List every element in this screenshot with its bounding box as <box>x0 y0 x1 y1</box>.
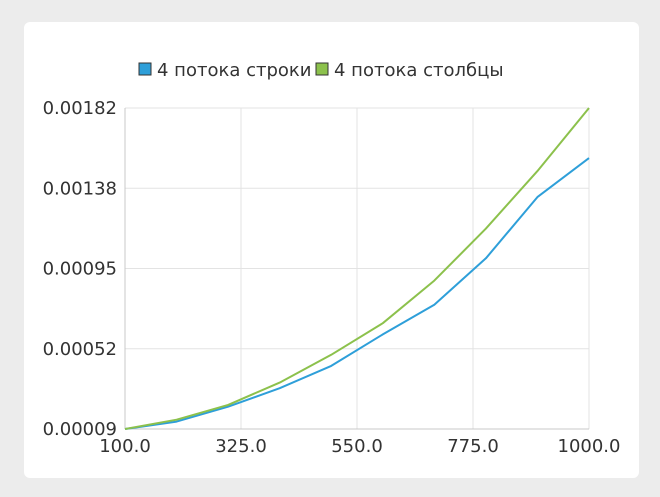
x-tick-label: 550.0 <box>331 436 383 457</box>
y-tick-label: 0.00009 <box>43 419 117 440</box>
series-line-2 <box>124 107 590 430</box>
chart-legend: 4 потока строки 4 потока столбцы <box>138 60 504 81</box>
x-tick-label: 1000.0 <box>558 436 621 457</box>
chart-axes <box>124 108 589 430</box>
y-tick-label: 0.00052 <box>43 339 117 360</box>
y-tick-label: 0.00095 <box>43 259 117 280</box>
chart-tick-labels: 0.00009 0.00052 0.00095 0.00138 0.00182 100.0… <box>43 98 621 457</box>
legend-label-1: 4 потока строки <box>157 60 311 81</box>
chart-series <box>124 107 590 430</box>
x-tick-label: 775.0 <box>447 436 499 457</box>
x-tick-label: 100.0 <box>99 436 151 457</box>
legend-swatch-1 <box>138 62 152 76</box>
y-tick-label: 0.00138 <box>43 178 117 199</box>
y-tick-label: 0.00182 <box>43 98 117 119</box>
x-tick-label: 325.0 <box>215 436 267 457</box>
legend-swatch-2 <box>315 62 329 76</box>
series-line-1 <box>124 157 590 430</box>
chart-grid <box>125 107 590 429</box>
legend-label-2: 4 потока столбцы <box>334 60 504 81</box>
chart-card <box>24 22 639 478</box>
